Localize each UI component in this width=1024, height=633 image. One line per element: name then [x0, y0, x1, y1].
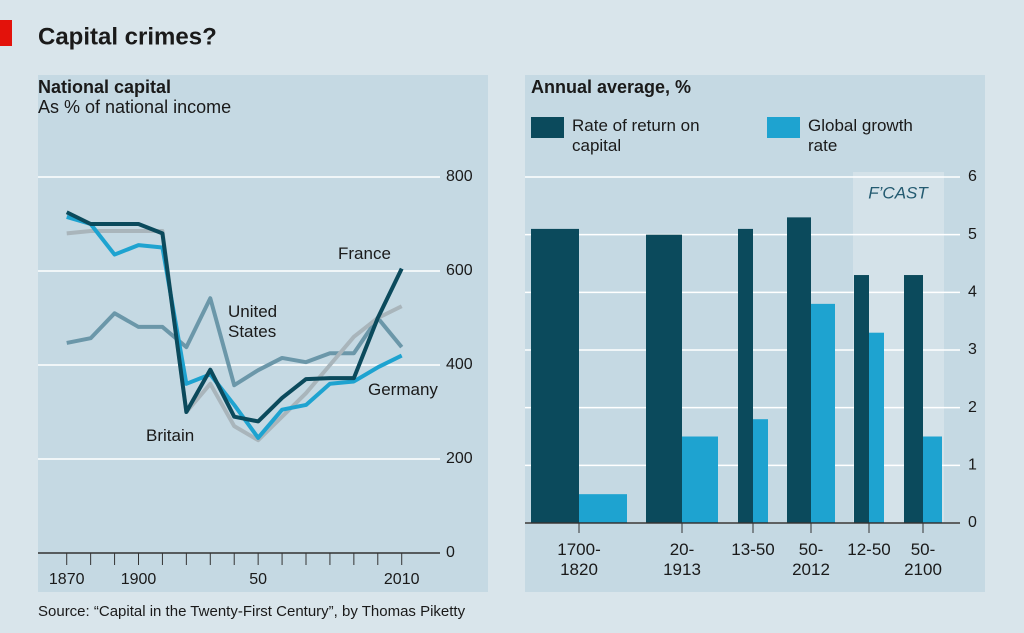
- bar: [753, 419, 768, 523]
- legend-swatch: [767, 117, 800, 138]
- y-tick-label: 0: [968, 514, 977, 531]
- x-tick-label: 1900: [121, 571, 157, 588]
- y-tick-label: 400: [446, 356, 473, 373]
- chart-title: National capital: [38, 77, 171, 97]
- x-tick-label: 50: [249, 571, 267, 588]
- bar: [904, 275, 923, 523]
- chart-title: Annual average, %: [531, 77, 691, 97]
- bar: [738, 228, 753, 523]
- x-tick-label: 1700-1820: [557, 540, 601, 579]
- source: Source: “Capital in the Twenty-First Cen…: [38, 603, 466, 620]
- chart-subtitle: As % of national income: [38, 97, 231, 117]
- x-tick-label: 20-1913: [663, 540, 701, 579]
- y-tick-label: 200: [446, 450, 473, 467]
- line-series: [65, 210, 404, 424]
- x-tick-label: 1870: [49, 571, 85, 588]
- line-series: [66, 215, 403, 440]
- legend-swatch: [531, 117, 564, 138]
- series-label: United States: [228, 302, 278, 341]
- y-tick-label: 0: [446, 544, 455, 561]
- y-tick-label: 2: [968, 399, 977, 416]
- line-series: [66, 229, 403, 443]
- bar: [869, 332, 884, 523]
- y-tick-label: 3: [968, 341, 977, 358]
- legend-label: Rate of return on capital: [572, 116, 700, 155]
- line-series: [66, 296, 404, 388]
- bar: [854, 275, 869, 523]
- x-tick-label: 50-2100: [904, 540, 942, 579]
- x-tick-label: 12-50: [847, 540, 891, 559]
- bar: [531, 228, 579, 523]
- page-title: Capital crimes?: [38, 23, 217, 50]
- red-tag: [0, 20, 12, 46]
- y-tick-label: 5: [968, 226, 977, 243]
- bar: [923, 436, 942, 523]
- x-tick-label: 2010: [384, 571, 420, 588]
- bar: [682, 436, 718, 523]
- panel-left: [38, 75, 488, 592]
- y-tick-label: 6: [968, 168, 977, 185]
- bar: [646, 234, 682, 523]
- y-tick-label: 1: [968, 457, 977, 474]
- y-tick-label: 600: [446, 262, 473, 279]
- series-label: Britain: [146, 426, 195, 445]
- bar: [811, 303, 835, 523]
- bar: [787, 217, 811, 523]
- legend-label: Global growth rate: [808, 116, 913, 155]
- y-tick-label: 800: [446, 168, 473, 185]
- x-tick-label: 13-50: [731, 540, 775, 559]
- series-label: France: [338, 244, 391, 263]
- forecast-label: F’CAST: [868, 183, 929, 202]
- series-label: Germany: [368, 380, 438, 399]
- bar: [579, 494, 627, 523]
- y-tick-label: 4: [968, 284, 977, 301]
- x-tick-label: 50-2012: [792, 540, 830, 579]
